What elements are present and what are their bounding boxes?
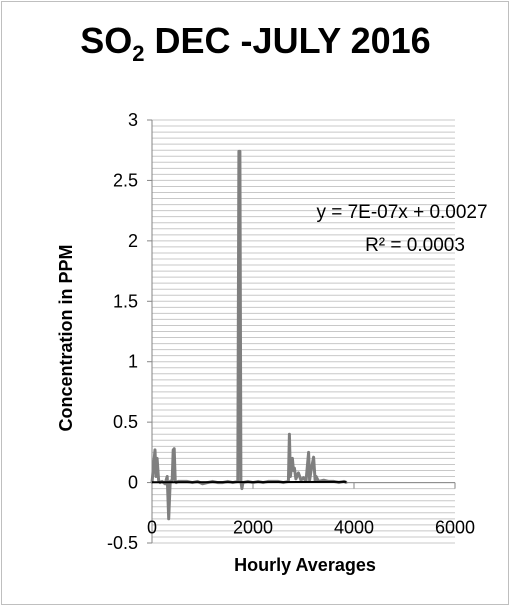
data-point (294, 477, 298, 481)
y-tick-label: 2 (128, 231, 138, 251)
y-tick-label: 0.5 (113, 412, 138, 432)
data-point (313, 478, 317, 482)
data-point (171, 478, 174, 482)
y-tick-label: 0 (128, 473, 138, 493)
title-rest: DEC -JULY 2016 (144, 20, 431, 61)
data-point (302, 476, 305, 479)
x-tick-label: 0 (147, 518, 157, 538)
x-tick-label: 4000 (334, 518, 374, 538)
data-point (174, 478, 177, 482)
chart-title: SO2 DEC -JULY 2016 (0, 20, 511, 66)
y-tick-label: -0.5 (107, 533, 138, 553)
data-point (297, 471, 300, 475)
y-tick-label: 3 (128, 110, 138, 130)
y-axis-label: Concentration in PPM (56, 244, 76, 431)
x-tick-label: 2000 (233, 518, 273, 538)
data-point (322, 478, 325, 482)
data-point (312, 455, 315, 459)
tick-labels: -0.5 0 0.5 1 1.5 2 2.5 3 0 2000 4000 6000 (107, 110, 475, 553)
data-point (307, 451, 310, 454)
data-point (173, 447, 176, 450)
data-point (154, 475, 158, 478)
y-tick-label: 1 (128, 352, 138, 372)
trendline-equation: y = 7E-07x + 0.0027 (316, 202, 487, 223)
data-point (299, 478, 303, 482)
data-point (314, 475, 318, 478)
x-axis-label: Hourly Averages (234, 555, 376, 575)
y-tick-label: 2.5 (113, 170, 138, 190)
title-subscript: 2 (132, 41, 145, 66)
data-point (291, 457, 294, 460)
data-point (309, 469, 313, 472)
y-tick-label: 1.5 (113, 291, 138, 311)
data-point (288, 433, 291, 436)
data-point (308, 478, 311, 482)
trendline-r2: R² = 0.0003 (365, 235, 465, 256)
data-point (293, 466, 296, 470)
data-point (153, 448, 157, 452)
title-main: SO (80, 20, 133, 61)
data-point (167, 517, 170, 521)
data-point (157, 478, 160, 482)
data-point (201, 482, 204, 485)
data-point (289, 475, 292, 478)
data-point (292, 469, 295, 472)
data-point (165, 475, 169, 478)
data-point (240, 487, 244, 490)
x-tick-label: 6000 (435, 518, 475, 538)
data-point (238, 150, 242, 153)
data-point (155, 457, 159, 460)
